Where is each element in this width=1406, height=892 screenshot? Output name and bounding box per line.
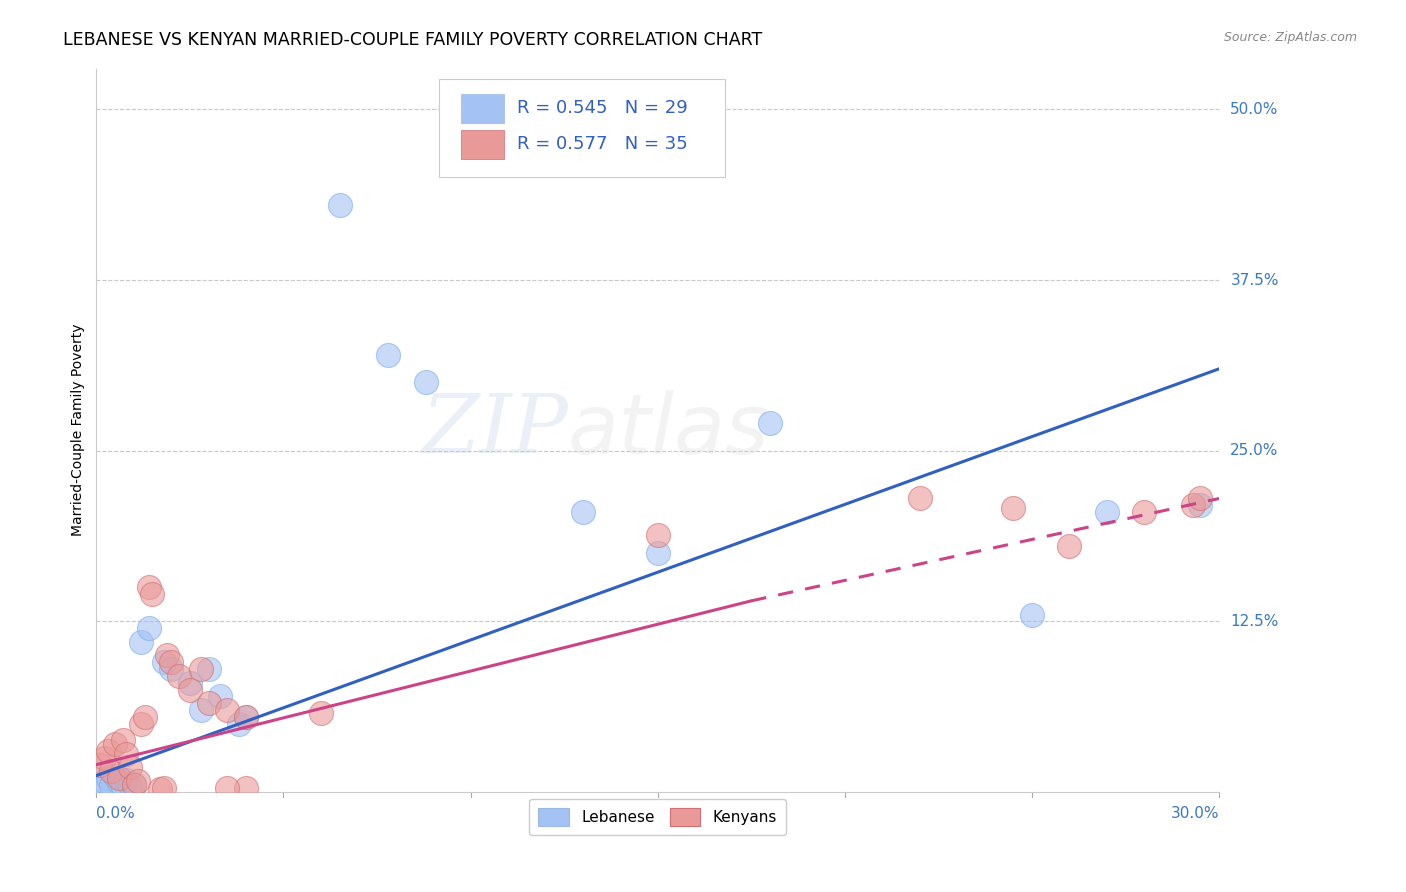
Point bbox=[138, 621, 160, 635]
Point bbox=[1021, 607, 1043, 622]
Point bbox=[572, 505, 595, 519]
Point bbox=[415, 376, 437, 390]
Text: 30.0%: 30.0% bbox=[1171, 805, 1219, 821]
Point bbox=[1059, 539, 1081, 553]
Point bbox=[228, 716, 250, 731]
Text: LEBANESE VS KENYAN MARRIED-COUPLE FAMILY POVERTY CORRELATION CHART: LEBANESE VS KENYAN MARRIED-COUPLE FAMILY… bbox=[63, 31, 762, 49]
Point bbox=[235, 710, 257, 724]
Point bbox=[160, 662, 183, 676]
Point bbox=[167, 669, 190, 683]
Point bbox=[309, 706, 332, 720]
Point bbox=[118, 778, 141, 792]
Point bbox=[100, 778, 122, 792]
Point bbox=[149, 782, 172, 797]
Point bbox=[107, 772, 129, 786]
Point bbox=[104, 768, 127, 782]
Point bbox=[129, 635, 152, 649]
Text: R = 0.577   N = 35: R = 0.577 N = 35 bbox=[517, 136, 688, 153]
Text: 37.5%: 37.5% bbox=[1230, 273, 1279, 287]
Point bbox=[1181, 498, 1204, 512]
Text: 50.0%: 50.0% bbox=[1230, 102, 1278, 117]
Point bbox=[647, 546, 669, 560]
Point bbox=[89, 777, 111, 791]
Text: ZIP: ZIP bbox=[420, 390, 568, 470]
Point bbox=[122, 778, 145, 792]
Point bbox=[759, 417, 782, 431]
Point bbox=[111, 780, 134, 794]
Point bbox=[1189, 491, 1212, 506]
Point bbox=[107, 775, 129, 789]
Point bbox=[1002, 501, 1025, 516]
Point bbox=[115, 772, 138, 787]
Point bbox=[97, 744, 120, 758]
Text: 12.5%: 12.5% bbox=[1230, 614, 1278, 629]
Point bbox=[100, 764, 122, 779]
Point bbox=[1095, 505, 1118, 519]
FancyBboxPatch shape bbox=[461, 94, 503, 123]
Point bbox=[1189, 498, 1212, 512]
Point bbox=[190, 703, 212, 717]
Point bbox=[127, 774, 149, 789]
Text: 25.0%: 25.0% bbox=[1230, 443, 1278, 458]
Text: Source: ZipAtlas.com: Source: ZipAtlas.com bbox=[1223, 31, 1357, 45]
Point bbox=[134, 710, 156, 724]
Point bbox=[329, 198, 352, 212]
Legend: Lebanese, Kenyans: Lebanese, Kenyans bbox=[529, 799, 786, 835]
Point bbox=[89, 757, 111, 772]
Point bbox=[197, 662, 219, 676]
Point bbox=[93, 751, 115, 765]
Point bbox=[160, 655, 183, 669]
Point bbox=[152, 780, 174, 795]
Point bbox=[122, 777, 145, 791]
Point bbox=[111, 733, 134, 747]
Point bbox=[179, 682, 201, 697]
Point bbox=[908, 491, 931, 506]
Point bbox=[97, 772, 120, 786]
Point bbox=[179, 675, 201, 690]
Point bbox=[138, 580, 160, 594]
Point bbox=[156, 648, 179, 663]
Point bbox=[118, 760, 141, 774]
Point bbox=[217, 780, 239, 795]
Point bbox=[141, 587, 163, 601]
Point bbox=[197, 696, 219, 710]
Y-axis label: Married-Couple Family Poverty: Married-Couple Family Poverty bbox=[72, 324, 86, 536]
FancyBboxPatch shape bbox=[439, 79, 725, 177]
Point bbox=[152, 655, 174, 669]
Point bbox=[190, 662, 212, 676]
Point bbox=[1133, 505, 1156, 519]
Point bbox=[93, 774, 115, 789]
Point bbox=[377, 348, 399, 362]
Point bbox=[115, 747, 138, 761]
Point bbox=[208, 690, 231, 704]
Text: 0.0%: 0.0% bbox=[97, 805, 135, 821]
Text: atlas: atlas bbox=[568, 390, 769, 471]
Point bbox=[217, 703, 239, 717]
Point bbox=[235, 780, 257, 795]
FancyBboxPatch shape bbox=[461, 130, 503, 159]
Text: R = 0.545   N = 29: R = 0.545 N = 29 bbox=[517, 99, 688, 118]
Point bbox=[104, 737, 127, 751]
Point bbox=[129, 716, 152, 731]
Point bbox=[647, 528, 669, 542]
Point bbox=[235, 710, 257, 724]
